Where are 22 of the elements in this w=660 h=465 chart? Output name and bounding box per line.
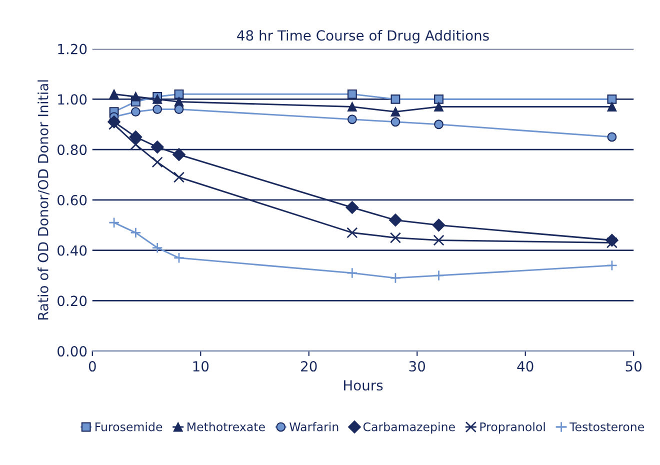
y-axis-title: Ratio of OD Donor/OD Donor Initial	[38, 80, 50, 320]
x-tick-label: 0	[88, 361, 96, 372]
y-tick-label: 0.60	[58, 194, 87, 206]
y-tick-label: 1.20	[58, 44, 87, 54]
x-tick-label: 10	[193, 361, 209, 372]
x-tick-label: 40	[517, 361, 534, 372]
x-tick-label: 30	[409, 361, 426, 372]
legend-label: Methotrexate	[188, 422, 265, 432]
legend-label: Warfarin	[290, 422, 338, 432]
y-tick-label: 1.00	[58, 94, 87, 105]
legend-label: Carbamazepine	[363, 422, 455, 434]
chart-title: 48 hr Time Course of Drug Additions	[237, 30, 489, 44]
x-axis-title: Hours	[344, 380, 383, 391]
x-tick-label: 20	[301, 361, 317, 372]
y-tick-label: 0.40	[58, 245, 87, 256]
x-tick-label: 50	[626, 361, 642, 372]
legend-label: Furosemide	[96, 422, 162, 432]
y-tick-label: 0.80	[58, 144, 87, 156]
y-tick-label: 0.20	[58, 296, 87, 306]
y-tick-label: 0.00	[58, 346, 87, 357]
legend-label: Propranolol	[480, 422, 545, 434]
legend-label: Testosterone	[570, 422, 644, 432]
